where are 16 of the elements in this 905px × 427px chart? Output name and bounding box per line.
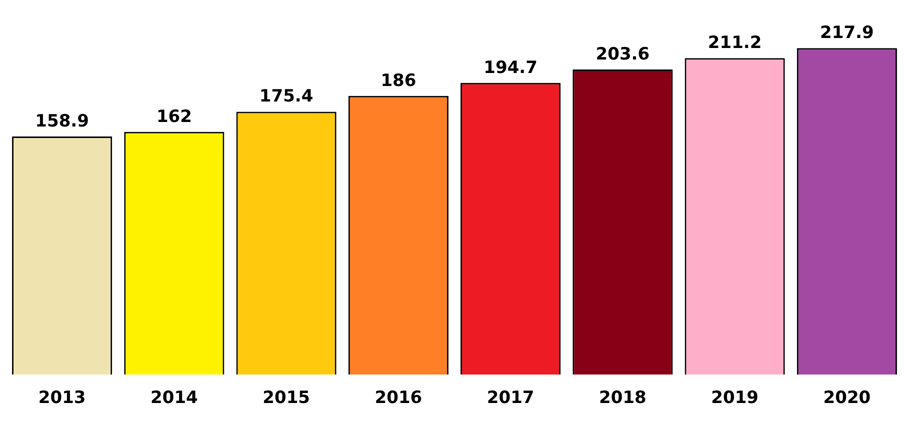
data-label: 186 — [380, 70, 416, 91]
x-tick-label: 2013 — [38, 388, 86, 408]
x-tick-label: 2018 — [599, 388, 646, 408]
data-label: 162 — [156, 106, 192, 127]
x-tick-label: 2014 — [150, 388, 198, 408]
data-label: 211.2 — [708, 33, 762, 54]
x-tick-label: 2017 — [486, 388, 534, 408]
data-label: 217.9 — [820, 23, 874, 44]
x-tick-label: 2020 — [823, 388, 871, 408]
x-tick-label: 2019 — [711, 388, 758, 408]
data-label: 158.9 — [35, 111, 89, 132]
data-label: 203.6 — [596, 44, 650, 64]
x-tick-label: 2016 — [374, 388, 422, 408]
data-label: 194.7 — [484, 58, 538, 78]
x-tick-label: 2015 — [262, 388, 310, 408]
data-label: 175.4 — [259, 86, 314, 107]
